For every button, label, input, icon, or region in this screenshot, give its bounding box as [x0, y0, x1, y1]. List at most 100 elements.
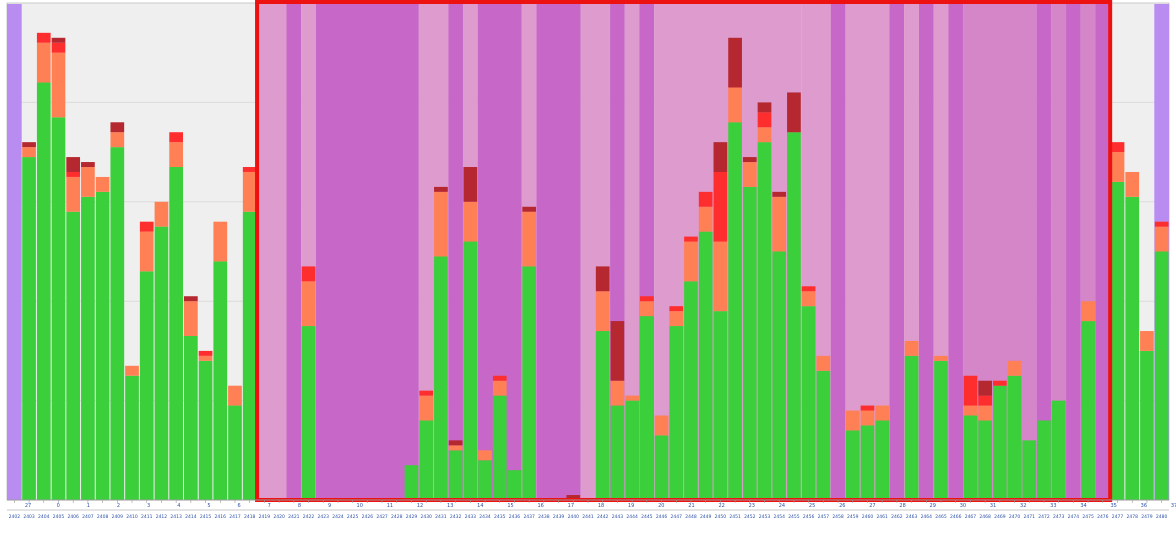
- x-tick-label: 2424: [332, 514, 344, 520]
- bar-segment: [139, 221, 154, 232]
- bar-segment: [522, 266, 537, 500]
- bar-segment: [875, 405, 890, 421]
- bar-segment: [51, 37, 66, 43]
- x-tick-label: 2460: [862, 514, 874, 520]
- bar-segment: [1007, 375, 1022, 500]
- x-tick-label: 2436: [509, 514, 521, 520]
- bar-segment: [463, 201, 478, 242]
- bar-segment: [492, 375, 507, 381]
- bar-segment: [742, 157, 757, 163]
- bar-segment: [154, 226, 169, 500]
- day-tick-label: 14: [477, 503, 483, 509]
- x-tick-label: 2429: [406, 514, 418, 520]
- bar-segment: [198, 355, 213, 361]
- bar-segment: [51, 117, 66, 500]
- bar-segment: [213, 221, 228, 262]
- day-tick-label: 10: [357, 503, 363, 509]
- bar-segment: [684, 241, 698, 282]
- bar-segment: [684, 281, 698, 500]
- day-tick-label: 35: [1110, 503, 1116, 509]
- bar-segment: [36, 42, 51, 83]
- bar-segment: [169, 132, 184, 143]
- x-tick-label: 2408: [97, 514, 109, 520]
- x-tick-label: 2416: [215, 514, 227, 520]
- bar-segment: [610, 321, 625, 381]
- x-tick-label: 2425: [347, 514, 359, 520]
- x-tick-label: 2456: [803, 514, 815, 520]
- bar-segment: [772, 196, 787, 252]
- bar-segment: [301, 266, 316, 282]
- x-tick-label: 2445: [641, 514, 653, 520]
- x-tick-label: 2406: [67, 514, 79, 520]
- bar-segment: [669, 311, 684, 327]
- day-tick-label: 8: [298, 503, 301, 509]
- x-tick-label: 2478: [1127, 514, 1139, 520]
- bar-segment: [51, 42, 66, 53]
- bar-segment: [1081, 321, 1095, 500]
- x-tick-label: 2443: [612, 514, 624, 520]
- x-tick-label: 2419: [259, 514, 271, 520]
- day-tick-label: 22: [718, 503, 724, 509]
- x-tick-label: 2469: [994, 514, 1006, 520]
- x-tick-label: 2464: [921, 514, 933, 520]
- day-tick-label: 32: [1020, 503, 1026, 509]
- x-tick-label: 2462: [891, 514, 903, 520]
- bar-segment: [978, 405, 992, 421]
- x-tick-label: 2476: [1097, 514, 1109, 520]
- bar-segment: [639, 316, 654, 500]
- bar-segment: [978, 380, 992, 396]
- bar-segment: [684, 236, 698, 242]
- bar-segment: [742, 186, 757, 500]
- bar-segment: [66, 176, 81, 212]
- bar-segment: [1154, 226, 1169, 252]
- bar-segment: [125, 375, 139, 500]
- bar-segment: [184, 301, 198, 336]
- shaded-band: [7, 4, 22, 500]
- shaded-band: [315, 4, 419, 500]
- x-tick-label: 2434: [479, 514, 491, 520]
- bar-segment: [1110, 152, 1125, 182]
- bar-segment: [934, 355, 948, 361]
- bar-segment: [787, 92, 801, 133]
- bar-segment: [22, 142, 36, 148]
- x-tick-label: 2470: [1009, 514, 1021, 520]
- bar-segment: [757, 102, 772, 113]
- x-tick-label: 2446: [656, 514, 668, 520]
- bar-segment: [963, 405, 978, 416]
- x-tick-label: 2433: [465, 514, 477, 520]
- bar-segment: [1037, 420, 1051, 500]
- bar-segment: [1125, 196, 1140, 500]
- day-tick-label: 28: [899, 503, 905, 509]
- bar-segment: [169, 142, 184, 168]
- bar-segment: [742, 162, 757, 187]
- x-tick-label: 2438: [538, 514, 550, 520]
- x-tick-label: 2403: [23, 514, 35, 520]
- x-tick-label: 2402: [9, 514, 21, 520]
- bar-segment: [110, 147, 125, 500]
- bar-segment: [860, 425, 875, 500]
- bar-segment: [787, 132, 801, 500]
- bar-segment: [566, 495, 581, 500]
- bar-segment: [845, 410, 860, 431]
- bar-segment: [522, 206, 537, 212]
- bar-segment: [463, 241, 478, 500]
- bar-segment: [51, 52, 66, 118]
- bar-segment: [110, 122, 125, 133]
- x-tick-label: 2448: [685, 514, 697, 520]
- bar-segment: [169, 167, 184, 500]
- bar-segment: [242, 211, 257, 501]
- shaded-band: [536, 4, 581, 500]
- x-tick-label: 2407: [82, 514, 94, 520]
- bar-segment: [713, 142, 728, 172]
- day-tick-label: 27: [869, 503, 875, 509]
- x-tick-label: 2404: [38, 514, 50, 520]
- x-tick-label: 2450: [715, 514, 727, 520]
- day-tick-label: 19: [628, 503, 634, 509]
- x-tick-label: 2417: [229, 514, 241, 520]
- bar-segment: [639, 296, 654, 302]
- bar-segment: [228, 405, 242, 500]
- x-tick-label: 2468: [979, 514, 991, 520]
- bar-segment: [904, 340, 919, 356]
- x-tick-label: 2413: [170, 514, 182, 520]
